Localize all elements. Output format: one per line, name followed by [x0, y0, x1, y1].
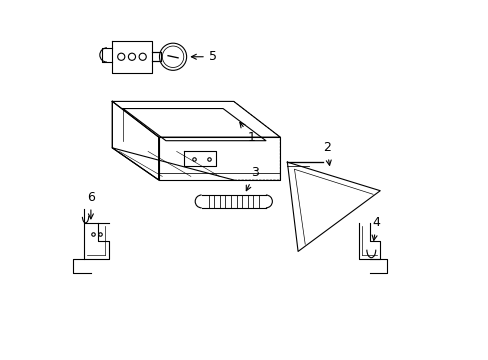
Text: 6: 6 [87, 192, 95, 219]
Text: 4: 4 [371, 216, 380, 240]
Text: 3: 3 [246, 166, 259, 191]
Text: 5: 5 [191, 50, 216, 63]
Text: 1: 1 [240, 122, 255, 144]
Text: 2: 2 [322, 141, 330, 165]
